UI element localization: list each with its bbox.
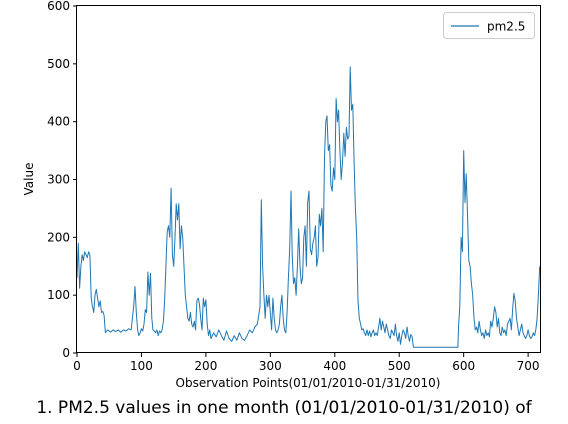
x-tick-label: 300 xyxy=(259,359,282,373)
y-axis-ticks: 0 100 200 300 400 500 600 xyxy=(47,0,77,360)
x-tick-label: 500 xyxy=(388,359,411,373)
figure-caption: 1. PM2.5 values in one month (01/01/2010… xyxy=(36,398,532,418)
plot-frame xyxy=(76,5,541,353)
y-tick-label: 0 xyxy=(62,346,70,360)
y-tick-label: 400 xyxy=(47,115,70,129)
legend-label-pm2.5: pm2.5 xyxy=(487,20,525,34)
x-tick-label: 600 xyxy=(452,359,475,373)
x-axis-ticks: 0 100 200 300 400 500 600 700 xyxy=(73,353,540,373)
y-axis-label: Value xyxy=(22,163,36,196)
legend-box xyxy=(443,12,535,39)
pm25-line-chart: 0 100 200 300 400 500 600 0 100 200 300 400 500 600 7… xyxy=(22,0,541,390)
x-tick-label: 100 xyxy=(130,359,153,373)
x-tick-label: 700 xyxy=(517,359,540,373)
x-tick-label: 400 xyxy=(323,359,346,373)
y-tick-label: 500 xyxy=(47,57,70,71)
y-tick-label: 200 xyxy=(47,230,70,244)
y-tick-label: 300 xyxy=(47,173,70,187)
x-tick-label: 200 xyxy=(194,359,217,373)
y-tick-label: 100 xyxy=(47,288,70,302)
y-tick-label: 600 xyxy=(47,0,70,13)
series-line-pm2.5 xyxy=(76,66,541,348)
legend: pm2.5 xyxy=(443,12,535,39)
x-axis-label: Observation Points(01/01/2010-01/31/2010… xyxy=(176,376,441,390)
x-tick-label: 0 xyxy=(73,359,81,373)
